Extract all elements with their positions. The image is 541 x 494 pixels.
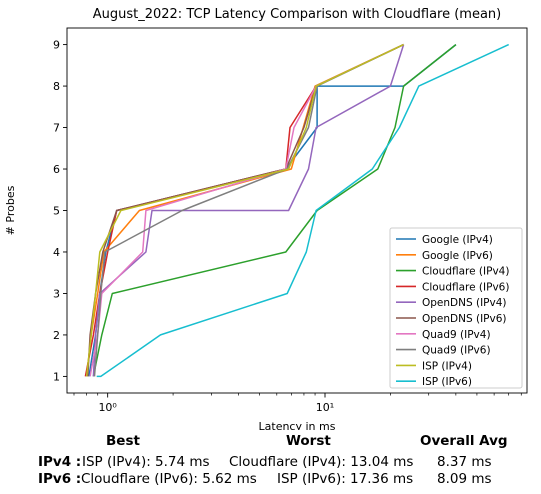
series-line-8 — [93, 43, 404, 377]
ipv4-worst: Cloudflare (IPv4): 13.04 ms — [229, 454, 414, 470]
series-line-9 — [85, 43, 404, 377]
overall-avg-header: Overall Avg — [420, 433, 508, 449]
ipv6-best: Cloudflare (IPv6): 5.62 ms — [81, 471, 257, 487]
legend-entry: OpenDNS (IPv6) — [422, 313, 507, 325]
y-tick-label: 1 — [53, 370, 60, 383]
ipv6-row-label: IPv6 : — [38, 471, 82, 487]
ipv4-best: ISP (IPv4): 5.74 ms — [82, 454, 210, 470]
worst-header: Worst — [286, 433, 331, 449]
y-tick-label: 4 — [53, 246, 60, 259]
legend-entry: Cloudflare (IPv4) — [422, 266, 509, 278]
x-axis-label: Latency in ms — [259, 420, 336, 430]
y-tick-label: 9 — [53, 39, 60, 52]
summary-table: Best Worst Overall Avg IPv4 : ISP (IPv4)… — [0, 430, 541, 494]
y-tick-label: 6 — [53, 163, 60, 176]
legend-box — [389, 227, 523, 389]
x-tick-label: 10⁰ — [98, 401, 117, 414]
legend-entry: Quad9 (IPv6) — [422, 345, 491, 357]
legend-entry: OpenDNS (IPv4) — [422, 297, 507, 309]
legend-entry: Google (IPv6) — [422, 250, 493, 262]
legend-entry: ISP (IPv6) — [422, 376, 472, 388]
y-tick-label: 2 — [53, 329, 60, 342]
latency-chart: August_2022: TCP Latency Comparison with… — [4, 7, 528, 430]
ipv4-avg: 8.37 ms — [437, 454, 492, 470]
ipv6-worst: ISP (IPv6): 17.36 ms — [277, 471, 414, 487]
ipv6-avg: 8.09 ms — [437, 471, 492, 487]
legend-entry: Quad9 (IPv4) — [422, 329, 491, 341]
y-tick-label: 3 — [53, 287, 60, 300]
series-line-10 — [96, 43, 510, 378]
legend-entry: ISP (IPv4) — [422, 360, 472, 372]
y-axis-label: # Probes — [4, 185, 17, 235]
series-line-5 — [92, 44, 405, 377]
x-tick-label: 10¹ — [316, 401, 334, 414]
chart-title: August_2022: TCP Latency Comparison with… — [93, 7, 502, 22]
y-tick-label: 5 — [53, 205, 60, 218]
y-tick-label: 7 — [53, 122, 60, 135]
legend-entry: Cloudflare (IPv6) — [422, 281, 509, 293]
ipv4-row-label: IPv4 : — [38, 454, 82, 470]
legend-entry: Google (IPv4) — [422, 234, 493, 246]
y-tick-label: 8 — [53, 80, 60, 93]
best-header: Best — [106, 433, 140, 449]
